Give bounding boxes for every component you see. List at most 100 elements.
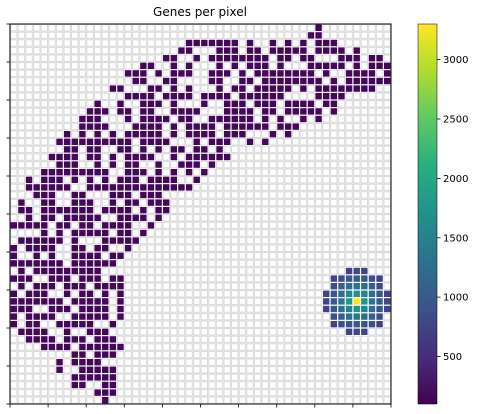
empty-cell: [238, 153, 247, 161]
empty-cell: [269, 305, 277, 313]
empty-cell: [132, 46, 140, 55]
empty-cell: [177, 77, 186, 85]
heatmap-cell: [323, 85, 330, 92]
heatmap-cell: [79, 169, 86, 176]
empty-cell: [17, 320, 26, 328]
empty-cell: [353, 130, 361, 138]
heatmap-cell: [102, 260, 109, 267]
empty-cell: [292, 168, 300, 176]
empty-cell: [185, 176, 193, 184]
empty-cell: [25, 350, 33, 359]
empty-cell: [246, 198, 254, 207]
empty-cell: [215, 229, 224, 237]
empty-cell: [10, 396, 18, 404]
heatmap-cell: [102, 176, 109, 183]
heatmap-cell: [102, 351, 109, 358]
heatmap-cell: [41, 336, 48, 343]
heatmap-cell: [124, 169, 132, 176]
empty-cell: [299, 236, 308, 245]
empty-cell: [139, 46, 148, 55]
empty-cell: [192, 92, 201, 100]
empty-cell: [223, 62, 231, 70]
empty-cell: [261, 358, 269, 366]
heatmap-cell: [262, 62, 269, 69]
heatmap-cell: [63, 153, 71, 161]
heatmap-cell: [56, 222, 63, 229]
empty-cell: [147, 312, 155, 321]
empty-cell: [71, 115, 79, 123]
empty-cell: [162, 252, 170, 260]
empty-cell: [337, 198, 346, 207]
empty-cell: [353, 153, 361, 161]
heatmap-cell: [117, 237, 124, 244]
empty-cell: [132, 229, 140, 237]
empty-cell: [109, 107, 117, 116]
empty-cell: [192, 191, 201, 199]
empty-cell: [177, 236, 186, 245]
empty-cell: [238, 252, 247, 260]
heatmap-cell: [254, 62, 261, 69]
heatmap-cell: [94, 184, 101, 191]
empty-cell: [383, 388, 391, 397]
empty-cell: [375, 130, 384, 138]
empty-cell: [170, 358, 178, 366]
empty-cell: [154, 259, 163, 268]
empty-cell: [200, 320, 209, 328]
empty-cell: [383, 320, 391, 328]
heatmap-cell: [79, 359, 86, 366]
empty-cell: [177, 312, 186, 321]
empty-cell: [154, 290, 163, 298]
empty-cell: [132, 312, 140, 321]
empty-cell: [360, 92, 369, 100]
empty-cell: [246, 236, 254, 245]
empty-cell: [40, 138, 49, 146]
empty-cell: [292, 92, 300, 100]
heatmap-cell: [231, 55, 238, 62]
empty-cell: [307, 328, 315, 336]
heatmap-cell: [338, 290, 345, 297]
heatmap-cell: [86, 108, 94, 115]
empty-cell: [330, 350, 338, 359]
heatmap-cell: [79, 298, 86, 305]
heatmap-cell: [368, 283, 376, 290]
heatmap-cell: [140, 184, 147, 191]
heatmap-cell: [102, 138, 109, 145]
empty-cell: [192, 84, 201, 93]
empty-cell: [284, 274, 292, 283]
empty-cell: [284, 373, 292, 382]
empty-cell: [337, 373, 346, 382]
empty-cell: [71, 77, 79, 85]
empty-cell: [231, 24, 239, 32]
empty-cell: [322, 274, 330, 283]
empty-cell: [269, 54, 277, 62]
empty-cell: [322, 252, 330, 260]
empty-cell: [177, 350, 186, 359]
empty-cell: [40, 46, 49, 55]
heatmap-cell: [330, 283, 338, 290]
heatmap-cell: [86, 359, 94, 366]
empty-cell: [292, 221, 300, 230]
empty-cell: [299, 366, 308, 374]
empty-cell: [337, 388, 346, 397]
empty-cell: [360, 46, 369, 55]
heatmap-cell: [315, 85, 322, 92]
empty-cell: [383, 358, 391, 366]
empty-cell: [375, 358, 384, 366]
empty-cell: [132, 206, 140, 214]
heatmap-cell: [109, 222, 117, 229]
empty-cell: [185, 77, 193, 85]
empty-cell: [185, 350, 193, 359]
heatmap-cell: [330, 298, 338, 305]
heatmap-cell: [262, 115, 269, 123]
heatmap-cell: [41, 313, 48, 320]
heatmap-cell: [376, 290, 383, 297]
empty-cell: [345, 191, 353, 199]
empty-cell: [192, 183, 201, 192]
empty-cell: [109, 100, 117, 108]
empty-cell: [238, 244, 247, 252]
empty-cell: [261, 206, 269, 214]
empty-cell: [269, 138, 277, 146]
empty-cell: [208, 305, 216, 313]
empty-cell: [353, 100, 361, 108]
empty-cell: [192, 168, 201, 176]
